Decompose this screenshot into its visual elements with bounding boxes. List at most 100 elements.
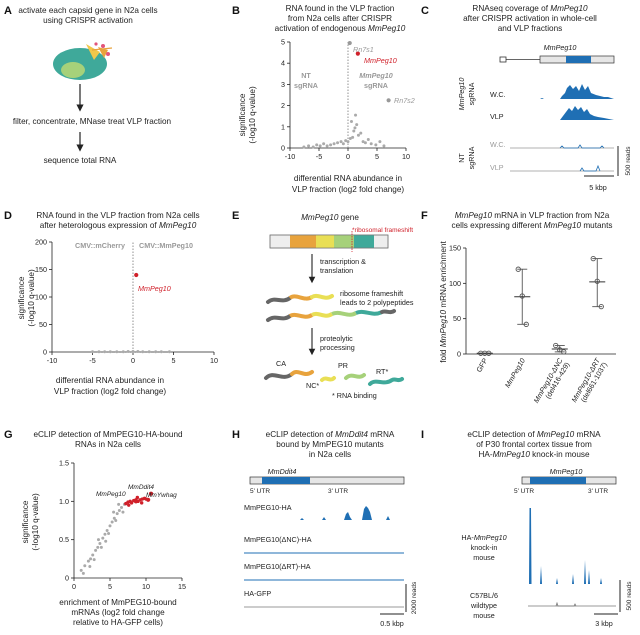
panel-h-scale-y: 2000 reads [411,581,418,614]
panel-b-label-mmpeg10-sgrna: sgRNA [364,81,388,90]
panel-d-ylabel-line2: (-log10 q-value) [27,269,36,327]
panel-d: D RNA found in the VLP fraction from N2a… [4,210,218,396]
panel-g-scatter-plot: 0 5 10 15 0 0.5 1.0 1.5 [59,459,186,592]
plot-b-point-4 [318,144,322,148]
plot-f-replicate-2-1 [557,347,563,353]
plot-b-point-17 [353,126,357,130]
plot-d-x-tick-label-1: -5 [89,356,95,365]
panel-h-gene-model [249,476,405,485]
n2a-cell-icon [53,42,113,80]
plot-f-y-tick-label-1: 50 [453,314,461,323]
plot-b-point-24 [369,142,373,146]
panel-c-track-vlp-2: VLP [490,163,504,172]
panel-c-coverage-vlp-mmpeg10 [510,106,614,120]
plot-g-point-7 [98,542,102,545]
panel-a-step1: filter, concentrate, MNase treat VLP fra… [13,117,172,126]
panel-d-ylabel-line1: significance [17,276,26,319]
panel-b-label-nt: NT [301,71,311,80]
plot-d-x-tick-label-4: 10 [210,356,218,365]
plot-b-point-1 [307,144,311,148]
plot-g-point-8 [101,536,105,540]
panel-f-title-line2: cells expressing different MmPeg10 mutan… [452,221,613,230]
plot-g-x-tick-label-0: 0 [72,582,76,591]
panel-e-polypeptide-2 [266,309,396,322]
plot-g-highlight-2 [146,497,151,502]
plot-g-red-point-11 [127,503,131,507]
panel-g-title-line2: RNAs in N2a cells [75,440,141,449]
plot-d-point-8 [136,349,140,353]
plot-g-x-tick-label-3: 15 [178,582,186,591]
panel-e-step1-line1: transcription & [320,257,366,266]
plot-d-x-tick-label-2: 0 [131,356,135,365]
plot-b-point-20 [359,131,363,135]
plot-f-category-label-3: MmPeg10-ΔRT(del661-1037) [569,356,609,408]
plot-d-y-tick-label-1: 50 [39,320,47,329]
plot-g-point-19 [99,545,103,549]
panel-e-letter: E [232,210,239,222]
plot-b-point-16 [352,129,356,133]
plot-g-y-tick-label-0: 0 [65,574,69,583]
panel-d-title-line1: RNA found in the VLP fraction from N2a c… [36,211,199,220]
plot-f-replicate-1-2 [523,321,529,327]
panel-i-letter: I [421,429,424,441]
panel-h-scale-x: 0.5 kbp [380,619,404,628]
panel-g-title-line1: eCLIP detection of MmPEG10-HA-bound [33,430,183,439]
panel-c-gene-name: MmPeg10 [544,43,577,52]
plot-g-x-tick-label-1: 5 [108,582,112,591]
panel-i-title-line1: eCLIP detection of MmPeg10 mRNA [467,430,601,439]
plot-b-point-3 [315,143,319,147]
plot-d-point-10 [147,350,151,354]
plot-d-point-12 [159,350,163,354]
panel-h-track-2-label: MmPEG10(ΔNC)-HA [244,535,312,544]
panel-c-title-line1: RNAseq coverage of MmPeg10 [472,4,588,13]
plot-b-point-0 [302,145,306,149]
panel-h-utr3: 3' UTR [328,488,348,495]
plot-f-replicate-2-0 [553,342,559,349]
plot-g-point-5 [94,548,98,552]
plot-f-replicate-3-2 [598,304,604,310]
plot-d-point-3 [108,350,112,354]
plot-d-point-13 [167,350,171,354]
plot-g-point-22 [121,510,125,514]
panel-i-track-1-signal [528,508,616,584]
plot-g-red-point-3 [129,501,134,505]
plot-b-point-21 [361,140,365,144]
panel-i-track-1-label-line2: knock-in [471,543,498,552]
panel-b-ylabel-line2: (-log10 q-value) [248,86,257,144]
plot-f-replicate-3-1 [594,278,600,284]
panel-g-ylabel-line1: significance [21,500,30,543]
panel-f-letter: F [421,210,428,222]
plot-b-point-15 [351,135,355,139]
panel-e-frag-nc: NC* [306,381,319,390]
panel-c-track-wc-2: W.C. [490,140,506,149]
panel-i-scale-y: 500 reads [626,581,633,611]
panel-b-label-mmpeg10: MmPeg10 [359,71,393,80]
plot-b-point-10 [339,140,343,144]
plot-d-y-tick-label-0: 0 [43,348,47,357]
plot-f-replicate-2-2 [561,349,567,355]
panel-h: H eCLIP detection of MmDdit4 mRNA bound … [232,429,418,628]
panel-b-label-mmpeg10-point: MmPeg10 [364,56,397,65]
plot-b-x-tick-label-1: -5 [316,152,322,161]
plot-g-point-28 [104,539,108,543]
plot-g-red-point-12 [135,495,140,500]
panel-a-letter: A [4,5,12,17]
plot-b-point-7 [329,143,333,147]
plot-b-point-18 [355,123,359,127]
plot-f-category-label-2: MmPeg10-ΔNC(del416-429) [532,356,572,409]
panel-i: I eCLIP detection of MmPeg10 mRNA of P30… [421,429,633,628]
plot-f-replicate-0-2 [486,350,492,356]
panel-e-frag-pr: PR [338,361,348,370]
panel-e-frameshift-label: *ribosomal frameshift [352,227,413,234]
plot-g-point-24 [112,510,116,514]
plot-d-point-1 [97,350,101,354]
plot-f-category-label-0: GFP [474,356,489,373]
plot-g-point-26 [81,571,85,575]
plot-b-point-2 [311,145,315,149]
plot-d-point-7 [131,349,135,353]
panel-h-utr5: 5' UTR [250,488,270,495]
panel-c-group1-label-b: sgRNA [467,82,476,105]
plot-g-highlight-1 [133,499,139,504]
plot-b-point-5 [322,142,326,146]
